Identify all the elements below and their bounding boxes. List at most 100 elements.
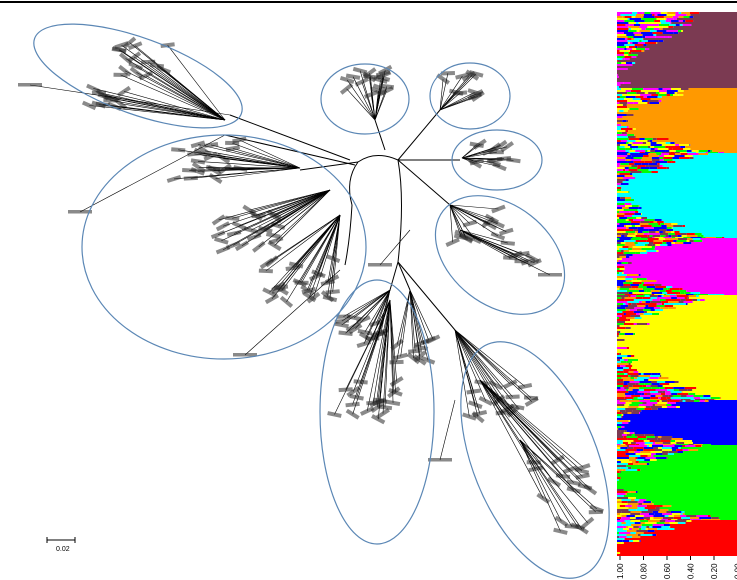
tree-branch: [519, 439, 573, 527]
tree-outlier-branch: [469, 234, 551, 276]
tree-branch: [374, 91, 379, 121]
structure-segment: [638, 32, 642, 34]
structure-segment: [625, 395, 632, 397]
structure-cluster-band: [617, 400, 737, 446]
structure-segment: [626, 274, 639, 276]
structure-segment: [666, 229, 674, 231]
tree-branch: [459, 229, 523, 255]
structure-segment: [696, 387, 737, 389]
structure-segment: [637, 305, 646, 307]
structure-segment: [617, 54, 624, 56]
structure-segment: [617, 161, 628, 163]
structure-segment: [619, 331, 621, 333]
structure-segment: [617, 163, 621, 165]
structure-segment: [628, 455, 641, 457]
structure-segment: [617, 459, 629, 461]
structure-segment: [628, 219, 634, 221]
structure-segment: [639, 238, 645, 240]
structure-segment: [617, 329, 737, 331]
structure-segment: [630, 511, 642, 513]
structure-segment: [638, 359, 737, 361]
tip-label-clump: [234, 240, 249, 252]
structure-segment: [638, 389, 644, 391]
tree-branch: [277, 189, 331, 227]
structure-segment: [628, 451, 635, 453]
structure-segment: [627, 493, 737, 495]
structure-segment: [641, 217, 648, 219]
structure-segment: [670, 231, 675, 233]
structure-segment: [654, 248, 737, 250]
structure-segment: [668, 509, 737, 511]
tree-branch: [352, 76, 376, 121]
structure-segment: [649, 463, 737, 465]
tree-subclade: [327, 299, 404, 425]
tip-label-clump: [339, 82, 354, 95]
structure-segment: [687, 389, 693, 391]
tree-branch: [454, 329, 479, 418]
structure-segment: [624, 244, 636, 246]
structure-segment: [689, 517, 700, 519]
structure-segment: [617, 177, 624, 179]
structure-segment: [718, 517, 737, 519]
structure-segment: [681, 30, 683, 32]
structure-segment: [643, 38, 737, 40]
structure-segment: [682, 400, 686, 402]
structure-segment: [628, 246, 633, 248]
structure-segment: [646, 505, 657, 507]
structure-segment: [617, 64, 624, 66]
structure-segment: [639, 26, 648, 28]
structure-segment: [640, 252, 648, 254]
tip-label-clump: [215, 221, 231, 232]
axis-tick-label: 0.20: [710, 563, 719, 579]
structure-segment: [621, 262, 628, 264]
structure-segment: [663, 157, 673, 159]
tree-subclade: [334, 289, 391, 348]
structure-segment: [683, 242, 692, 244]
structure-segment: [629, 540, 634, 542]
structure-segment: [623, 225, 627, 227]
tree-backbone-branch: [397, 261, 456, 331]
structure-segment: [668, 451, 678, 453]
structure-segment: [654, 150, 666, 152]
structure-segment: [662, 449, 673, 451]
structure-segment: [633, 114, 737, 116]
structure-cluster-band: [617, 295, 737, 401]
structure-segment: [631, 165, 638, 167]
structure-segment: [645, 165, 649, 167]
structure-segment: [617, 84, 621, 86]
structure-segment: [643, 88, 654, 90]
structure-segment: [659, 375, 662, 377]
tree-branch: [120, 74, 226, 121]
structure-segment: [628, 420, 631, 422]
structure-segment: [657, 42, 737, 44]
structure-segment: [659, 442, 663, 444]
structure-segment: [679, 231, 737, 233]
structure-segment: [671, 244, 737, 246]
structure-segment: [627, 155, 632, 157]
structure-segment: [648, 233, 660, 235]
structure-segment: [667, 12, 676, 14]
structure-segment: [678, 301, 684, 303]
structure-segment: [646, 250, 657, 252]
structure-segment: [665, 391, 671, 393]
scale-bar: 0.02: [46, 537, 76, 553]
structure-segment: [671, 299, 681, 301]
structure-segment: [617, 78, 737, 80]
structure-segment: [625, 327, 631, 329]
structure-segment: [691, 150, 699, 152]
structure-segment: [655, 286, 667, 288]
structure-segment: [660, 438, 672, 440]
structure-segment: [620, 286, 632, 288]
structure-segment: [617, 205, 626, 207]
structure-segment: [680, 513, 683, 515]
structure-segment: [622, 258, 737, 260]
structure-segment: [628, 389, 633, 391]
structure-segment: [671, 242, 675, 244]
structure-segment: [668, 515, 674, 517]
structure-segment: [627, 18, 630, 20]
structure-segment: [644, 12, 651, 14]
structure-segment: [638, 383, 645, 385]
structure-segment: [624, 32, 634, 34]
structure-segment: [617, 40, 628, 42]
structure-segment: [639, 223, 649, 225]
